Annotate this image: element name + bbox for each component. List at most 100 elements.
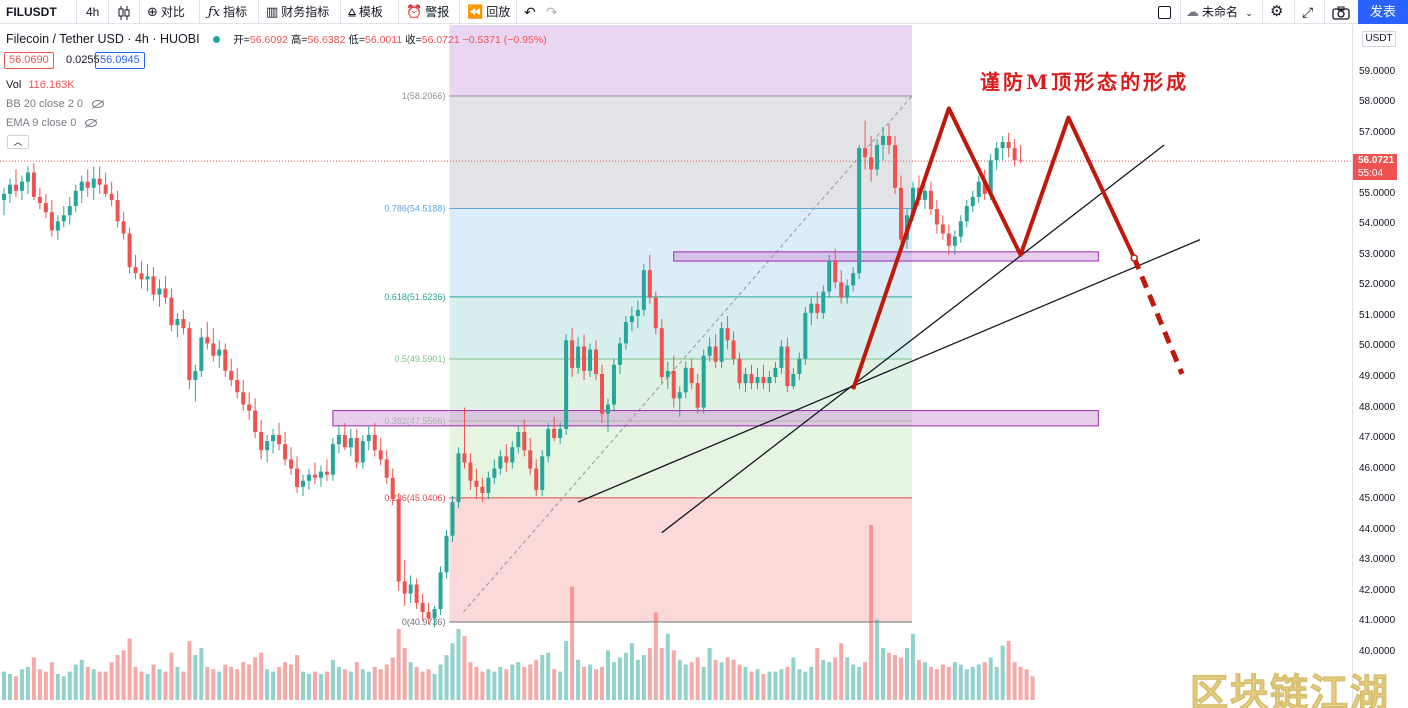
candle-body [1006, 141, 1011, 149]
price-chart[interactable]: 1(58.2066) 0.786(54.5188) 0.618(51.6236) 0.… [0, 25, 1352, 708]
interval-button[interactable]: 4h [86, 5, 100, 19]
volume-bar [378, 669, 383, 700]
candle [522, 419, 527, 457]
bid-price-box[interactable]: 56.0690 [4, 52, 54, 69]
volume-bar [701, 666, 706, 700]
candle-body [827, 261, 832, 292]
candle-body [564, 340, 569, 429]
camera-icon[interactable] [1332, 0, 1350, 24]
volume-bar [803, 671, 808, 700]
toolbar-divider [459, 0, 460, 24]
gear-icon[interactable]: ⚙ [1270, 3, 1284, 20]
chart-type-button[interactable] [116, 0, 132, 24]
candle-body [312, 474, 317, 478]
alarm-clock-icon: ⏰ [406, 4, 423, 19]
spread-value: 0.0255 [66, 54, 100, 66]
candle [253, 398, 258, 439]
volume-bar [964, 669, 969, 700]
candle-body [348, 438, 353, 448]
volume-bar [127, 638, 132, 700]
volume-bar [546, 652, 551, 700]
candle-body [372, 435, 377, 451]
undo-icon[interactable]: ↶ [524, 4, 536, 20]
volume-bar [163, 671, 168, 700]
candle-body [432, 608, 437, 619]
volume-bar [797, 669, 802, 700]
candle-body [241, 392, 246, 405]
candle-body [157, 288, 162, 295]
candle [797, 352, 802, 381]
candle [151, 267, 156, 301]
fib-extension-zone [449, 25, 912, 96]
candle-body [187, 328, 192, 381]
candle [193, 364, 198, 402]
symbol-search-button[interactable]: FILUSDT [6, 5, 57, 19]
candle-body [922, 190, 927, 200]
price-tick-label: 47.0000 [1359, 432, 1396, 444]
legend-collapse-icon[interactable]: ︿ [7, 135, 29, 149]
fib-level-label: 0.786(54.5188) [384, 204, 445, 214]
candle [940, 215, 945, 240]
candle [755, 367, 760, 390]
volume-bar [988, 657, 993, 700]
redo-icon[interactable]: ↷ [546, 4, 558, 20]
price-tick-label: 41.0000 [1359, 615, 1396, 627]
price-tick-label: 49.0000 [1359, 371, 1396, 382]
volume-bar [540, 655, 545, 700]
volume-bar [904, 647, 909, 700]
toolbar-divider [1180, 0, 1181, 24]
candle [970, 190, 975, 213]
candle [540, 450, 545, 497]
currency-selector[interactable]: USDT [1362, 31, 1396, 47]
financials-label: 财务指标 [281, 5, 330, 19]
ema-indicator-label[interactable]: EMA 9 close 0 [6, 117, 77, 129]
candle [187, 322, 192, 390]
volume-bar [468, 662, 473, 700]
eye-hidden-icon[interactable] [92, 100, 105, 109]
layout-menu[interactable]: ☁ 未命名 ⌄ [1186, 0, 1253, 24]
bb-indicator-label[interactable]: BB 20 close 2 0 [6, 98, 84, 110]
compare-button[interactable]: ⊕ 对比 [147, 0, 185, 24]
candle [546, 422, 551, 463]
price-axis[interactable]: 40.0000 41.0000 42.0000 43.0000 44.0000 45.00… [1352, 25, 1408, 708]
candle-body [540, 456, 545, 490]
volume-bar [833, 657, 838, 700]
fullscreen-icon[interactable]: ⤢ [1302, 4, 1314, 20]
publish-button[interactable]: 发表 [1358, 0, 1408, 24]
volume-bar [635, 659, 640, 700]
ask-price-box[interactable]: 56.0945 [95, 52, 145, 69]
volume-bar [605, 650, 610, 700]
candle [265, 435, 270, 463]
candle-body [354, 438, 359, 463]
financials-button[interactable]: ▥ 财务指标 [266, 0, 329, 24]
volume-bar [1012, 662, 1017, 700]
replay-button[interactable]: ⏪ 回放 [467, 0, 510, 24]
volume-bar [2, 671, 6, 700]
compare-label: 对比 [160, 5, 185, 19]
candle [928, 181, 933, 216]
candle-body [450, 502, 455, 536]
candle-body [570, 340, 575, 368]
eye-hidden-icon[interactable] [85, 119, 98, 128]
fib-level-label: 0.236(45.0406) [384, 493, 445, 503]
templates-button[interactable]: ⩠ 模板 [348, 0, 383, 24]
volume-bar [594, 669, 599, 700]
candle [809, 297, 814, 326]
candle-body [641, 270, 646, 310]
volume-bar [1000, 645, 1005, 700]
indicators-button[interactable]: ƒx 指标 [208, 0, 247, 24]
candle [67, 196, 72, 225]
alerts-button[interactable]: ⏰ 警报 [406, 0, 449, 24]
fullscreen-toggle[interactable] [1158, 0, 1171, 24]
volume-bar [426, 669, 431, 700]
candle [157, 279, 162, 307]
candle [881, 126, 886, 161]
volume-bar [827, 662, 832, 700]
fib-level-label: 0.618(51.6236) [384, 292, 445, 302]
candle-body [522, 431, 527, 451]
candle-body [761, 377, 766, 384]
volume-bar [671, 650, 676, 700]
drawings[interactable] [577, 106, 1201, 534]
candle-body [785, 346, 790, 387]
candle [611, 358, 616, 411]
